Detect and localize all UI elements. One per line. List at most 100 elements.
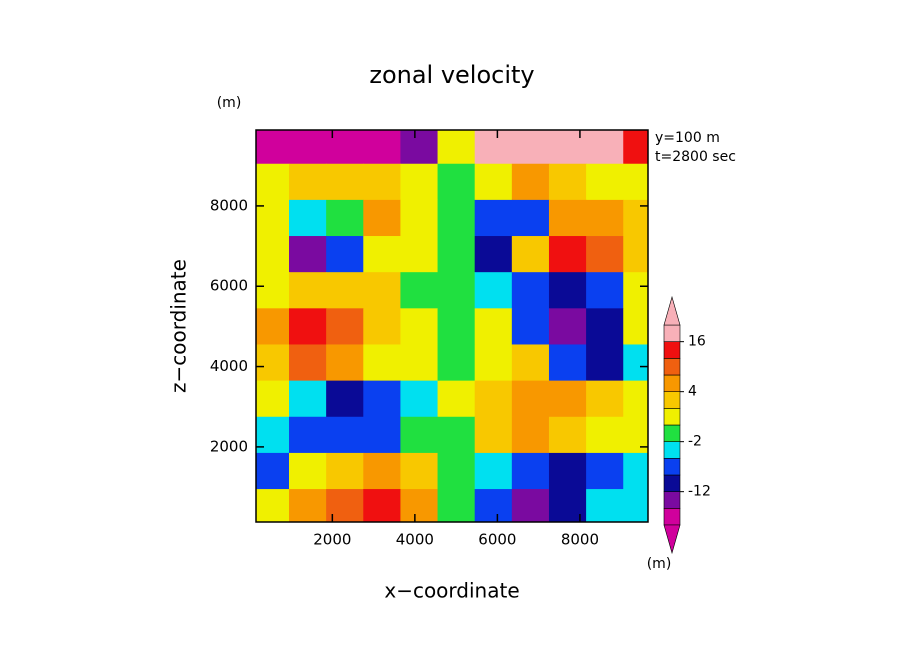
contour-cell xyxy=(289,344,327,382)
contour-cell xyxy=(363,344,401,382)
contour-cell xyxy=(326,163,364,201)
colorbar-box xyxy=(663,474,681,492)
contour-cell xyxy=(474,489,513,523)
contour-cell xyxy=(474,308,513,345)
contour-cell xyxy=(256,130,290,165)
contour-cell xyxy=(363,272,401,309)
colorbar-tick-label: 16 xyxy=(688,334,706,350)
contour-cell xyxy=(326,452,364,490)
annotation: t=2800 sec xyxy=(655,149,736,165)
colorbar-box xyxy=(663,491,681,509)
colorbar-box xyxy=(663,358,681,376)
contour-cell xyxy=(548,199,587,237)
colorbar-extension xyxy=(663,295,681,326)
contour-cell xyxy=(511,344,550,382)
y-unit: (m) xyxy=(217,95,242,111)
colorbar-extension xyxy=(663,524,681,555)
contour-cell xyxy=(586,199,624,237)
contour-cell xyxy=(474,344,513,382)
contour-cell xyxy=(326,344,364,382)
contour-cell xyxy=(548,272,587,309)
contour-cell xyxy=(511,272,550,309)
contour-cell xyxy=(474,380,513,418)
contour-cell xyxy=(474,272,513,309)
contour-cell xyxy=(289,308,327,345)
contour-cell xyxy=(363,130,401,165)
contour-cell xyxy=(437,380,476,418)
contour-cell xyxy=(474,199,513,237)
contour-cell xyxy=(400,452,439,490)
contour-cell xyxy=(586,452,624,490)
contour-cell xyxy=(400,308,439,345)
contour-cell xyxy=(623,308,649,345)
x-axis-label: x−coordinate xyxy=(384,579,519,603)
contour-cell xyxy=(586,236,624,273)
contour-cell xyxy=(256,489,290,523)
contour-cell xyxy=(586,272,624,309)
colorbar-box xyxy=(663,408,681,426)
contour-cell xyxy=(256,272,290,309)
x-tick-label: 6000 xyxy=(478,531,516,549)
contour-cell xyxy=(256,163,290,201)
contour-cell xyxy=(363,416,401,454)
contour-cell xyxy=(623,344,649,382)
colorbar-box xyxy=(663,458,681,476)
contour-cell xyxy=(623,236,649,273)
contour-cell xyxy=(326,416,364,454)
contour-cell xyxy=(400,380,439,418)
contour-cell xyxy=(437,344,476,382)
y-tick-label: 4000 xyxy=(210,357,248,375)
colorbar-tick-label: -12 xyxy=(688,484,711,500)
contour-cell xyxy=(363,163,401,201)
contour-cell xyxy=(256,452,290,490)
contour-cell xyxy=(256,380,290,418)
contour-cell xyxy=(363,199,401,237)
y-tick-label: 6000 xyxy=(210,277,248,295)
contour-cell xyxy=(474,452,513,490)
contour-cell xyxy=(474,163,513,201)
contour-cell xyxy=(548,163,587,201)
contour-cell xyxy=(586,416,624,454)
contour-cell xyxy=(363,380,401,418)
contour-cell xyxy=(623,452,649,490)
contour-cell xyxy=(437,130,476,165)
contour-cell xyxy=(256,344,290,382)
contour-cell xyxy=(437,452,476,490)
colorbar-box xyxy=(663,341,681,359)
colorbar-box xyxy=(663,441,681,459)
contour-cell xyxy=(289,489,327,523)
contour-cell xyxy=(289,380,327,418)
contour-cell xyxy=(623,272,649,309)
contour-cell xyxy=(437,163,476,201)
contour-cell xyxy=(437,489,476,523)
chart-title: zonal velocity xyxy=(369,61,534,89)
y-tick-label: 8000 xyxy=(210,196,248,214)
contour-cell xyxy=(326,272,364,309)
contour-cell xyxy=(400,489,439,523)
contour-cell xyxy=(623,130,649,165)
contour-cell xyxy=(289,199,327,237)
contour-cell xyxy=(586,163,624,201)
y-tick-label: 2000 xyxy=(210,437,248,455)
contour-cell xyxy=(256,416,290,454)
contour-cell xyxy=(289,130,327,165)
contour-cell xyxy=(289,452,327,490)
contour-cell xyxy=(548,308,587,345)
contour-cell xyxy=(400,163,439,201)
contour-cell xyxy=(623,416,649,454)
contour-cell xyxy=(326,199,364,237)
contour-cell xyxy=(511,236,550,273)
contour-cell xyxy=(363,452,401,490)
contour-cell xyxy=(400,199,439,237)
contour-cell xyxy=(511,308,550,345)
contour-cell xyxy=(289,163,327,201)
colorbar-box xyxy=(663,391,681,409)
contour-cell xyxy=(511,489,550,523)
contour-cell xyxy=(586,380,624,418)
contour-cell xyxy=(256,236,290,273)
contour-cell xyxy=(548,130,587,165)
plot-frame xyxy=(255,129,649,523)
x-tick-label: 4000 xyxy=(396,531,434,549)
colorbar-tick-label: 4 xyxy=(688,384,697,400)
contour-cell xyxy=(326,308,364,345)
